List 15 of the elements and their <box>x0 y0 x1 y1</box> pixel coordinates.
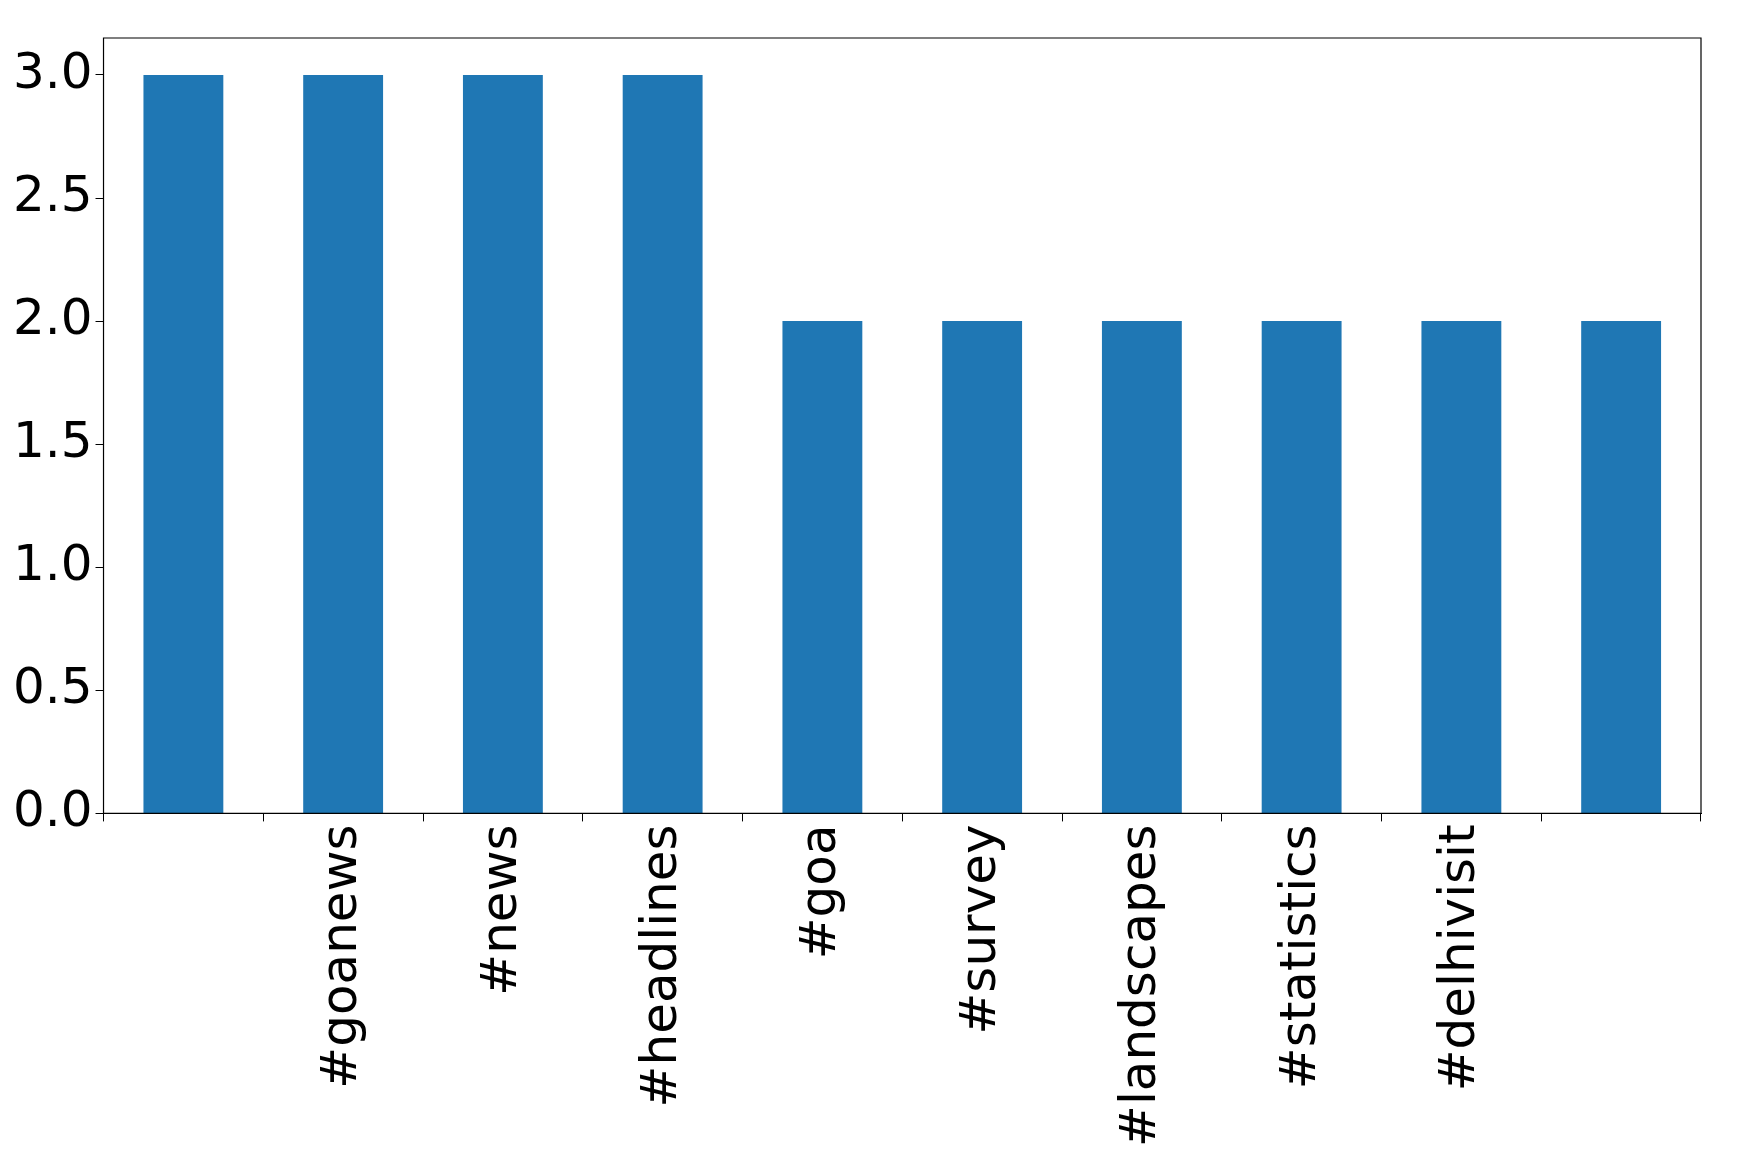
x-tick-label: #goanews <box>310 824 369 1089</box>
x-tick-label: #landscapes <box>1108 824 1167 1148</box>
x-tick-label: #delhivisit <box>1428 824 1487 1092</box>
y-tick-label: 2.0 <box>12 288 93 347</box>
y-tick-label: 2.5 <box>12 164 93 223</box>
y-tick-label: 1.0 <box>12 534 93 593</box>
y-tick-label: 3.0 <box>12 41 93 100</box>
y-tick-label: 0.5 <box>12 657 93 716</box>
x-tick-label: #goa <box>789 824 848 960</box>
x-tick-label: #statistics <box>1268 824 1327 1090</box>
x-tick-label: #headlines <box>629 824 688 1108</box>
x-tick-label: #news <box>469 824 528 996</box>
x-tick-label: #survey <box>949 824 1008 1035</box>
y-tick-label: 1.5 <box>12 411 93 470</box>
y-tick-label: 0.0 <box>12 780 93 839</box>
